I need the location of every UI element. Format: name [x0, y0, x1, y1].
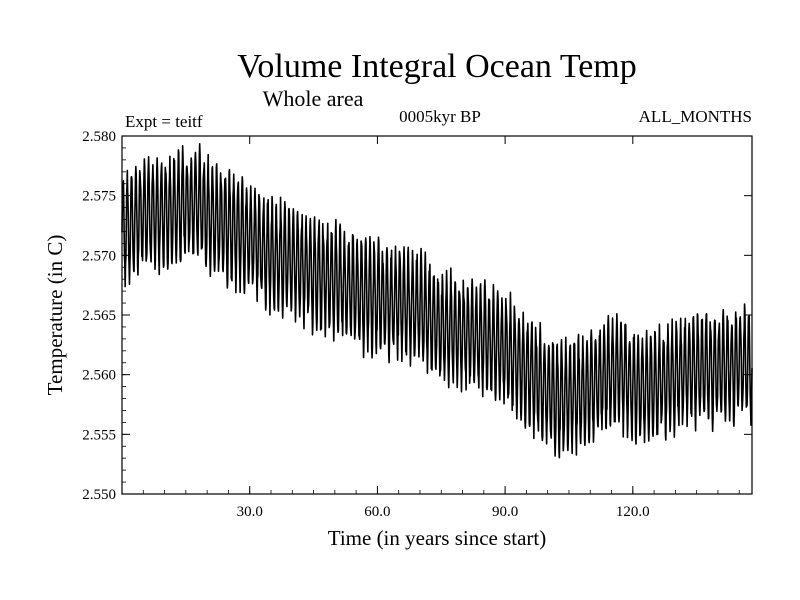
x-axis: 30.0 60.0 90.0 120.0: [142, 136, 740, 520]
plot-area: [121, 143, 753, 459]
y-tick-label: 2.550: [82, 487, 116, 503]
chart-subtitle: Whole area: [263, 86, 364, 111]
x-tick-label: 30.0: [237, 504, 263, 520]
plot-frame: [121, 135, 753, 495]
y-axis-label: Temperature (in C): [43, 235, 67, 396]
experiment-label: Expt = teitf: [125, 112, 203, 131]
y-tick-label: 2.575: [82, 189, 116, 205]
series-line: [121, 143, 753, 459]
y-tick-label: 2.555: [82, 427, 116, 443]
chart-title: Volume Integral Ocean Temp: [237, 48, 637, 85]
x-tick-label: 120.0: [616, 504, 650, 520]
x-tick-label: 60.0: [364, 504, 390, 520]
y-tick-label: 2.565: [82, 308, 116, 324]
x-axis-label: Time (in years since start): [328, 526, 547, 550]
y-tick-label: 2.570: [82, 248, 116, 264]
x-tick-label: 90.0: [492, 504, 518, 520]
period-label: 0005kyr BP: [399, 107, 481, 126]
y-tick-label: 2.560: [82, 368, 116, 384]
y-tick-label: 2.580: [82, 129, 116, 145]
months-label: ALL_MONTHS: [639, 107, 752, 126]
